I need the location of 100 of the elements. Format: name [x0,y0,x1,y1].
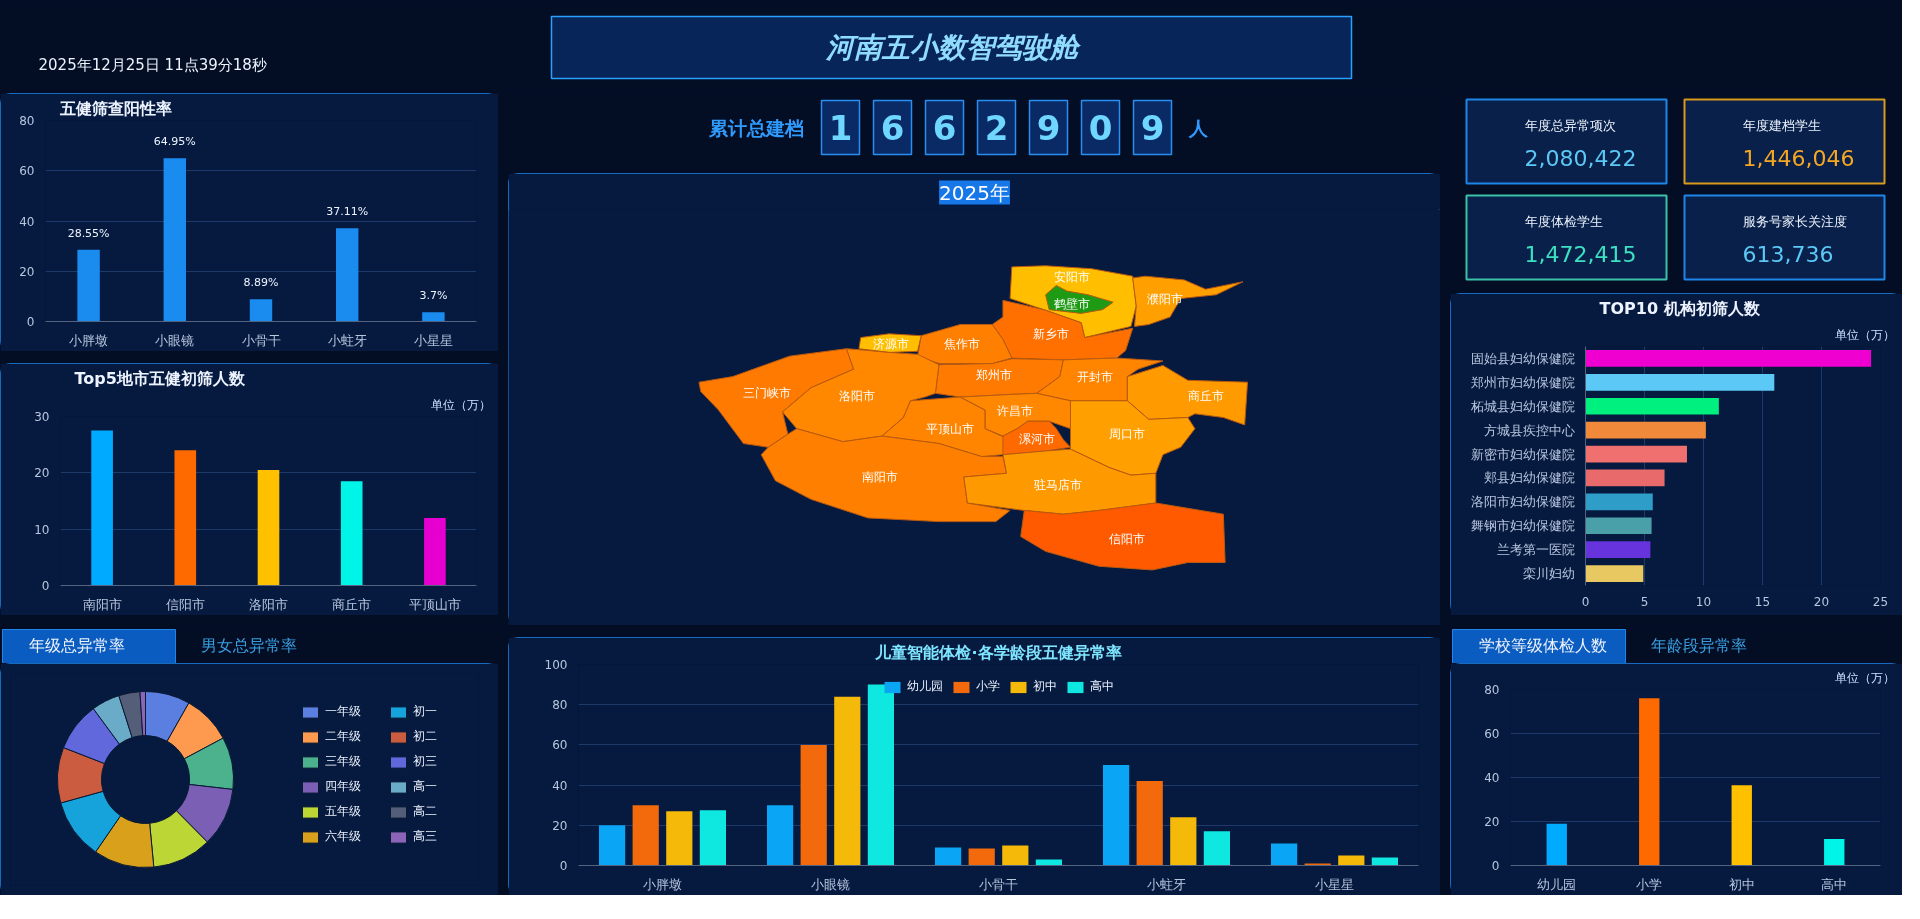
category-label: 商丘市 [1187,389,1224,404]
x-axis-title: 单位（万） [1834,327,1895,342]
bar [1585,445,1687,463]
bar [1585,517,1652,535]
chart-title: 年级总异常率 [28,636,125,655]
bar [1103,765,1130,866]
legend-label: 高中 [1090,678,1114,695]
x-tick-label: 小胖墩 [643,876,682,892]
text: 年度体检学生 [1524,214,1603,229]
category-label: 许昌市 [997,403,1034,418]
data-label: 28.55% [67,226,110,240]
bar [424,517,446,586]
y-tick-label: 40 [1484,771,1500,785]
data-label: 37.11% [326,205,369,219]
y-tick-label: 新密市妇幼保健院 [1470,446,1575,462]
bar [1585,421,1706,439]
bar [1639,698,1660,866]
x-tick-label: 幼儿园 [1537,876,1577,892]
bar [1136,781,1163,866]
x-tick-label: 洛阳市 [249,596,288,612]
bar [1271,843,1298,866]
y-tick-label: 0 [1491,859,1500,873]
legend-label: 小学 [976,678,1000,695]
legend-label: 四年级 [325,778,361,795]
category-label: 平顶山市 [925,421,974,436]
legend-label: 初三 [413,753,437,770]
legend-label: 二年级 [325,728,361,745]
y-tick-label: 舞钢市妇幼保健院 [1470,518,1575,534]
bar [1203,831,1230,866]
y-tick-label: 0 [559,859,568,873]
bar [340,481,363,586]
x-tick-label: 小星星 [413,332,453,348]
x-tick-label: 5 [1640,594,1649,609]
bar [249,299,273,322]
category-label: 三门峡市 [742,386,791,401]
legend-label: 六年级 [325,828,361,845]
text: 服务号家长关注度 [1742,214,1847,229]
text: 1,446,046 [1742,145,1855,171]
y-tick-label: 郑州市妇幼保健院 [1470,374,1575,390]
legend-label: 高三 [413,828,437,845]
category-label: 信阳市 [1109,532,1146,547]
bar [335,228,359,322]
legend-label: 幼儿园 [907,678,943,695]
y-axis-title: 单位（万） [1834,670,1895,685]
y-tick-label: 0 [26,315,35,329]
x-tick-label: 信阳市 [165,596,205,612]
legend-label: 三年级 [325,753,361,770]
chart-title: 学校等级体检人数 [1478,636,1607,655]
category-label: 驻马店市 [1034,478,1083,493]
y-tick-label: 洛阳市妇幼保健院 [1470,494,1575,510]
x-tick-label: 10 [1695,594,1712,609]
bar [174,450,197,586]
legend-label: 五年级 [325,803,361,820]
y-tick-label: 20 [19,264,35,279]
bar [1371,857,1398,866]
bar [422,312,445,322]
bar [1585,469,1665,487]
y-tick-label: 80 [552,698,568,713]
chart-title: 五健筛查阳性率 [58,98,172,118]
chart-title: Top5地市五健初筛人数 [74,368,246,388]
y-tick-label: 40 [552,778,568,793]
y-tick-label: 兰考第一医院 [1496,542,1575,558]
bar [1731,785,1752,866]
y-tick-label: 20 [34,466,50,481]
bar [1585,541,1651,559]
y-tick-label: 60 [552,738,568,753]
text: 年龄段异常率 [1650,636,1747,655]
bar [867,684,894,866]
legend-label: 高一 [413,778,437,795]
y-tick-label: 0 [41,579,50,593]
x-tick-label: 小骨干 [979,876,1018,892]
category-label: 洛阳市 [839,389,876,404]
y-tick-label: 柘城县妇幼保健院 [1469,398,1575,414]
x-tick-label: 小眼镜 [155,332,195,348]
y-tick-label: 固始县妇幼保健院 [1470,350,1575,366]
bar [800,744,827,866]
text: 河南五小数智驾驶舱 [824,31,1082,64]
x-tick-label: 商丘市 [332,596,372,612]
x-tick-label: 高中 [1821,876,1848,892]
y-tick-label: 100 [544,658,568,672]
x-tick-label: 20 [1813,594,1830,609]
text: 2025年 [939,180,1010,205]
legend-label: 初二 [413,728,437,745]
category-label: 鹤壁市 [1054,297,1091,312]
legend-label: 初中 [1033,678,1057,695]
bar [935,847,962,866]
data-label: 64.95% [153,135,196,149]
x-tick-label: 小星星 [1315,876,1354,892]
x-tick-label: 南阳市 [82,596,122,612]
y-tick-label: 80 [19,114,35,128]
text: 男女总异常率 [200,636,297,655]
y-tick-label: 栾川妇幼 [1522,566,1575,582]
chart-title: 儿童智能体检·各学龄段五健异常率 [874,642,1122,662]
legend-label: 一年级 [325,703,361,720]
bar [699,810,726,866]
text: 年度建档学生 [1742,118,1821,133]
y-tick-label: 80 [1484,683,1500,697]
x-tick-label: 25 [1872,594,1889,609]
bar [163,158,187,322]
x-tick-label: 0 [1581,594,1590,609]
